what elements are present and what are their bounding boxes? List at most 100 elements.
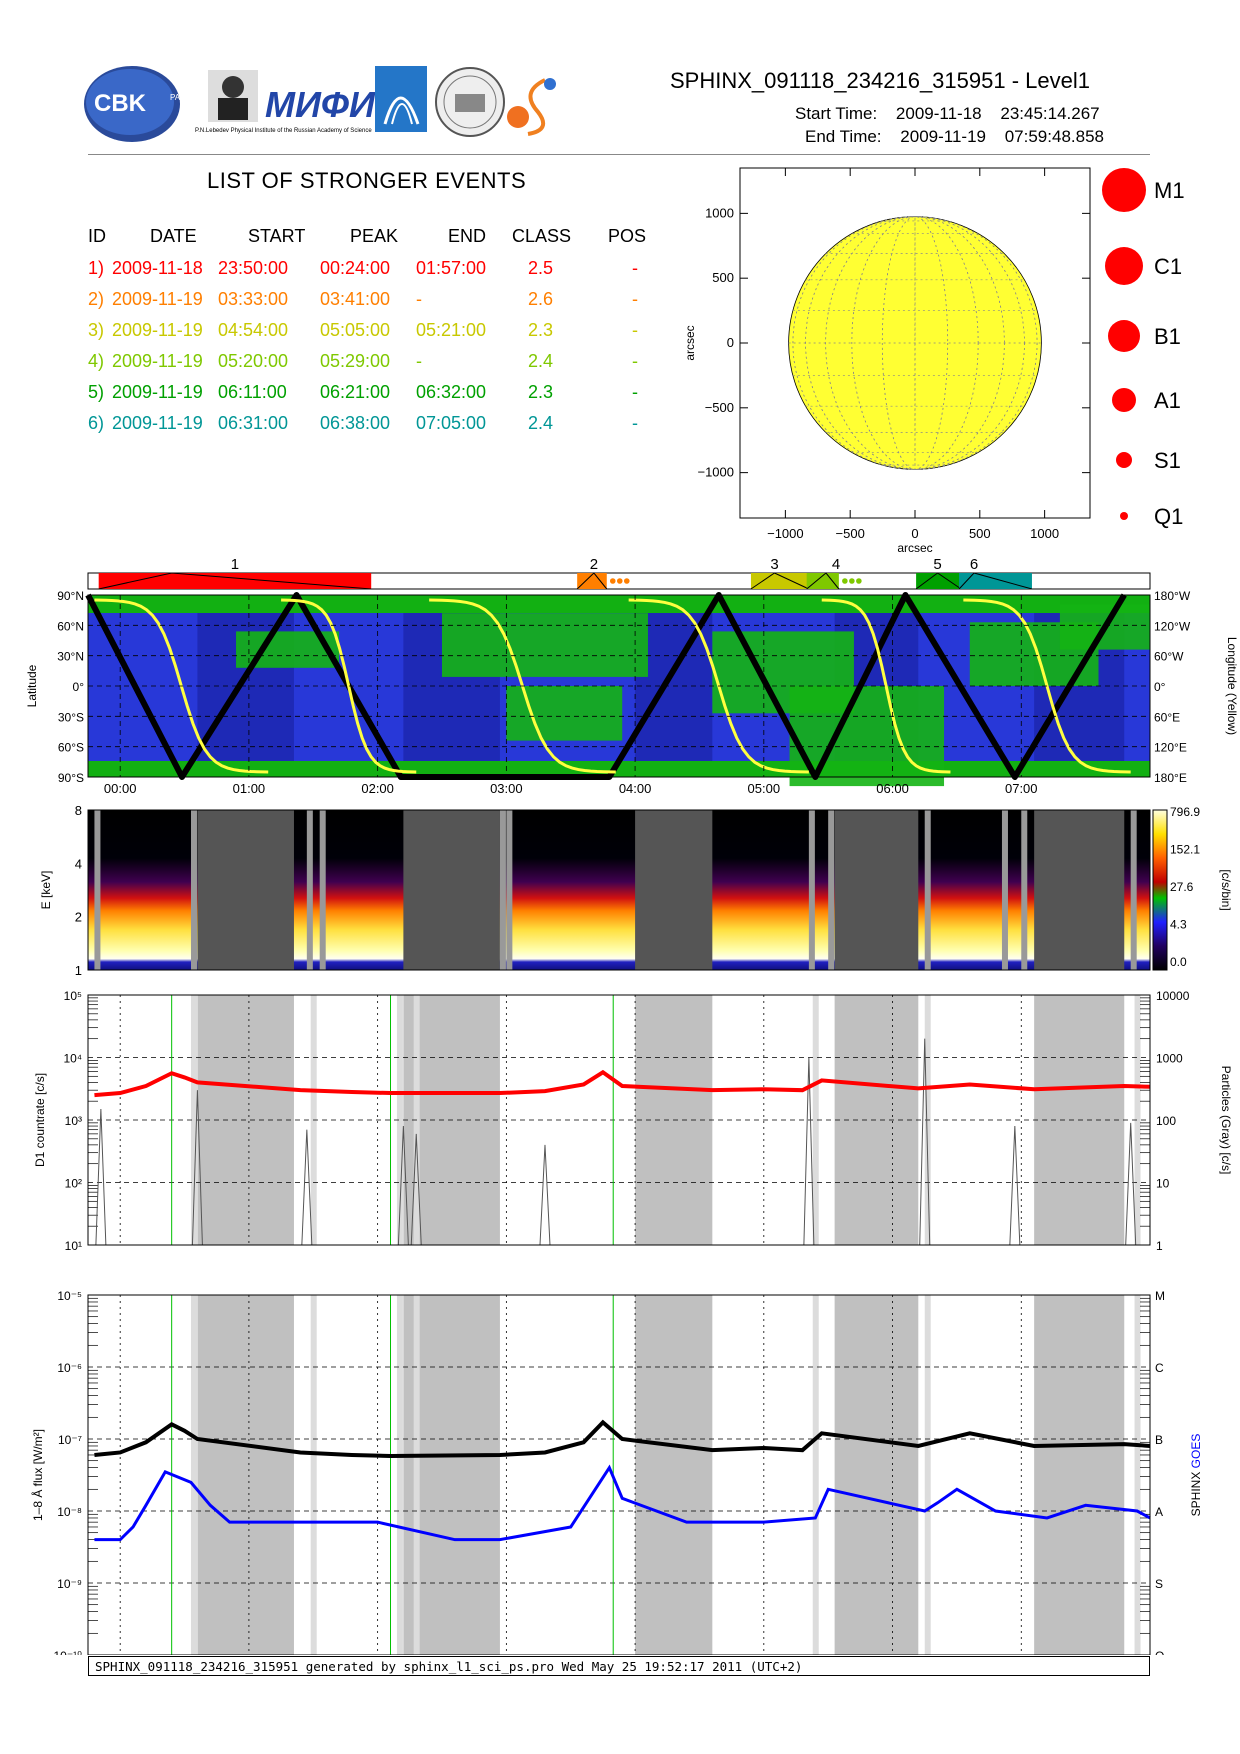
orbit-lat-tick: 30°N: [57, 650, 84, 664]
event-3-id: 3): [88, 320, 105, 340]
mifi-logo: МИФИ: [265, 84, 376, 125]
event-bar-3: [750, 573, 809, 589]
spectrogram-energy-tick: 1: [75, 963, 82, 978]
lebedev-logo: P.N.Lebedev Physical Institute of the Ru…: [195, 70, 372, 134]
col-date: DATE: [150, 226, 197, 246]
events-table: ID DATE START PEAK END CLASS POS 1) 2009-…: [70, 222, 670, 442]
flux-class-tick: S: [1155, 1577, 1163, 1591]
spectrogram-particle-band: [94, 810, 101, 970]
event-peak-marker-6: [958, 572, 1033, 590]
orbit-time-tick: 00:00: [104, 781, 137, 796]
event-3-start: 04:54:00: [218, 320, 289, 340]
flux-y2label: SPHINX GOES: [1189, 1434, 1203, 1517]
event-1-pos: -: [632, 258, 638, 278]
col-class: CLASS: [512, 226, 572, 246]
flux-gap: [197, 1295, 294, 1655]
spectrogram-particle-band: [506, 810, 513, 970]
colorbar-tick: 27.6: [1170, 880, 1194, 894]
event-1-peak: 00:24:00: [320, 258, 391, 278]
flux-class-tick: A: [1155, 1505, 1163, 1519]
d1-ytick: 10²: [65, 1177, 82, 1191]
event-peak-marker-1: [98, 572, 372, 590]
flux-particle-band: [924, 1295, 931, 1655]
event-peak-marker-2: [576, 572, 608, 590]
orbit-time-tick: 04:00: [619, 781, 652, 796]
particle-spike: [191, 1090, 203, 1246]
event-6-pos: -: [632, 413, 638, 433]
d1-y2tick: 1000: [1156, 1052, 1183, 1066]
flux-class-tick: M: [1155, 1289, 1165, 1303]
legend-dot-a1: [1112, 388, 1136, 412]
event-bar-2: [577, 573, 607, 589]
d1-ytick: 10⁵: [64, 989, 82, 1003]
flux-gap: [834, 1295, 919, 1655]
y-tick-label: 500: [712, 270, 734, 285]
event-2-id: 2): [88, 289, 105, 309]
particle-spike: [919, 1038, 931, 1246]
d1-particle-band: [1134, 995, 1141, 1245]
legend-dot-s1: [1116, 452, 1132, 468]
spectrogram-gap: [197, 810, 294, 970]
flux-ytick: 10⁻⁹: [57, 1577, 82, 1591]
event-1-id: 1): [88, 258, 105, 278]
event-6-date: 2009-11-19: [112, 413, 203, 433]
x-tick-label: −1000: [767, 526, 804, 541]
colorbar-tick: 152.1: [1170, 843, 1200, 857]
d1-y2tick: 10000: [1156, 989, 1190, 1003]
longitude-track: [281, 598, 417, 774]
spectrogram-particle-band: [1021, 810, 1028, 970]
col-id: ID: [88, 226, 106, 246]
spectrogram-energy-tick: 4: [75, 856, 82, 871]
event-6-start: 06:31:00: [218, 413, 289, 433]
event-5-peak: 06:21:00: [320, 382, 391, 402]
col-pos: POS: [608, 226, 647, 246]
colorbar: [1152, 809, 1168, 971]
end-time-row: End Time: 2009-11-19 07:59:48.858: [805, 127, 1104, 147]
col-start: START: [248, 226, 306, 246]
event-bar-5: [916, 573, 962, 589]
d1-y2tick: 100: [1156, 1114, 1176, 1128]
start-time-row: Start Time: 2009-11-18 23:45:14.267: [795, 104, 1100, 124]
y-tick-label: 0: [727, 335, 734, 350]
logos: CBK PAN P.N.Lebedev Physical Institute o…: [84, 66, 556, 142]
orbit-lat-tick: 0°: [73, 680, 85, 694]
orbit-green-region: [442, 613, 648, 677]
particle-spike: [803, 1057, 815, 1246]
y-tick-label: −500: [705, 400, 734, 415]
event-3-pos: -: [632, 320, 638, 340]
orbit-time-tick: 07:00: [1005, 781, 1038, 796]
particle-spike: [1009, 1126, 1021, 1246]
event-2-peak: 03:41:00: [320, 289, 391, 309]
flux-particle-band: [396, 1295, 403, 1655]
legend-label-c1: C1: [1154, 254, 1182, 279]
solar-disk-chart: −1000 −500 0 500 1000 −1000 −500 0 500 1000 arcsec…: [683, 167, 1091, 555]
col-end: END: [448, 226, 487, 246]
particle-spike: [539, 1144, 551, 1246]
x-tick-label: 0: [911, 526, 918, 541]
orbit-lat-tick: 90°S: [58, 771, 84, 785]
spectrogram-particle-band: [1130, 810, 1137, 970]
orbit-lon-tick: 60°E: [1154, 710, 1180, 724]
event-2-date: 2009-11-19: [112, 289, 203, 309]
event-6-peak: 06:38:00: [320, 413, 391, 433]
end-date: 2009-11-19: [900, 127, 986, 146]
spectrogram-particle-band: [499, 810, 506, 970]
end-time: 07:59:48.858: [1004, 127, 1104, 146]
d1-y2tick: 10: [1156, 1177, 1170, 1191]
d1-y2label: Particles (Gray) [c/s]: [1219, 1066, 1233, 1175]
lebedev-text: P.N.Lebedev Physical Institute of the Ru…: [195, 128, 372, 134]
d1-ytick: 10¹: [65, 1239, 82, 1253]
event-2-cls: 2.6: [528, 289, 554, 309]
spectrogram-gap: [1034, 810, 1125, 970]
institute-logo: [375, 66, 427, 132]
flux-ytick: 10⁻⁷: [58, 1433, 82, 1447]
orbit-y2label: Longitude (Yellow): [1225, 637, 1239, 735]
d1-frame: [87, 994, 1151, 1246]
spectrogram-particle-band: [828, 810, 835, 970]
event-5-id: 5): [88, 382, 105, 402]
particle-spike: [410, 1133, 422, 1246]
event-3-cls: 2.3: [528, 320, 554, 340]
start-date: 2009-11-18: [895, 104, 982, 123]
events-title: LIST OF STRONGER EVENTS: [207, 168, 527, 193]
event-label-2: 2: [590, 556, 598, 573]
